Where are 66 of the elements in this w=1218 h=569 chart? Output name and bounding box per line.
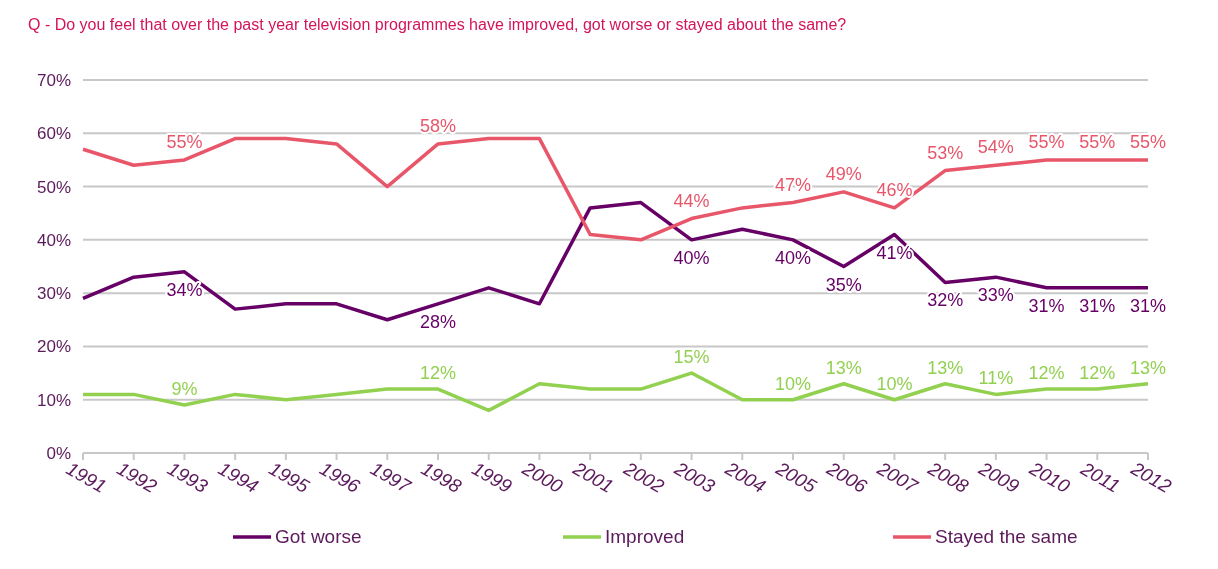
x-tick-label: 2010 — [1025, 457, 1074, 498]
x-tick-label: 1994 — [214, 457, 262, 498]
y-tick-label: 50% — [36, 177, 71, 197]
x-tick-label: 1999 — [468, 457, 516, 498]
legend-label: Stayed the same — [935, 526, 1078, 547]
data-label: 55% — [1028, 131, 1065, 152]
data-label: 12% — [1028, 363, 1065, 384]
x-tick-label: 1993 — [164, 457, 212, 498]
x-tick-label: 2008 — [923, 457, 973, 498]
data-label: 44% — [673, 190, 710, 211]
x-tick-label: 2007 — [873, 457, 923, 498]
data-label: 31% — [1129, 295, 1167, 316]
data-label: 33% — [977, 285, 1014, 306]
y-tick-label: 30% — [36, 284, 71, 304]
x-tick-label: 1998 — [417, 457, 466, 498]
data-label: 58% — [419, 115, 457, 136]
data-label: 31% — [1079, 295, 1116, 316]
x-tick-label: 2009 — [974, 457, 1024, 498]
x-tick-label: 1995 — [265, 457, 314, 498]
data-label: 47% — [774, 174, 812, 195]
y-tick-label: 40% — [36, 230, 71, 250]
x-tick-label: 2000 — [518, 457, 567, 498]
y-tick-label: 0% — [46, 443, 71, 463]
data-label: 31% — [1028, 295, 1065, 316]
x-tick-label: 1996 — [316, 457, 364, 498]
data-label: 35% — [825, 274, 862, 295]
data-label: 10% — [774, 373, 812, 394]
x-tick-label: 2006 — [822, 457, 871, 498]
data-label: 46% — [876, 179, 913, 200]
data-label: 15% — [673, 347, 710, 368]
data-label: 13% — [1129, 357, 1167, 378]
x-tick-label: 2005 — [771, 457, 821, 498]
x-tick-label: 2001 — [568, 457, 617, 498]
data-label: 13% — [927, 357, 964, 378]
data-label: 34% — [166, 279, 203, 300]
data-label: 10% — [876, 373, 913, 394]
x-tick-label: 2012 — [1126, 457, 1176, 498]
data-label: 40% — [774, 247, 812, 268]
data-label: 55% — [166, 131, 203, 152]
data-label: 11% — [978, 368, 1014, 389]
data-label: 12% — [1079, 363, 1116, 384]
data-label: 9% — [171, 379, 198, 400]
x-tick-label: 1992 — [113, 457, 161, 498]
data-label: 54% — [977, 137, 1014, 158]
x-tick-label: 2011 — [1076, 457, 1124, 497]
data-label: 12% — [419, 363, 457, 384]
y-tick-label: 60% — [36, 124, 71, 144]
data-label: 41% — [876, 242, 913, 263]
x-tick-label: 2004 — [721, 457, 770, 498]
y-tick-label: 20% — [36, 337, 71, 357]
data-label: 55% — [1129, 131, 1167, 152]
data-label: 55% — [1079, 131, 1116, 152]
y-tick-label: 70% — [36, 70, 71, 90]
x-tick-label: 2002 — [619, 457, 669, 498]
legend-label: Improved — [605, 526, 685, 547]
x-tick-label: 1997 — [366, 457, 416, 498]
legend-label: Got worse — [275, 526, 362, 547]
data-label: 40% — [673, 247, 710, 268]
data-label: 13% — [825, 357, 862, 378]
data-label: 28% — [419, 311, 457, 332]
data-label: 53% — [927, 142, 964, 163]
data-label: 32% — [927, 290, 964, 311]
data-label: 49% — [825, 163, 862, 184]
x-tick-label: 2003 — [670, 457, 719, 498]
y-tick-label: 10% — [36, 390, 71, 410]
chart-title: Q - Do you feel that over the past year television programmes have improved, got worse or stayed about the same? — [28, 16, 847, 33]
